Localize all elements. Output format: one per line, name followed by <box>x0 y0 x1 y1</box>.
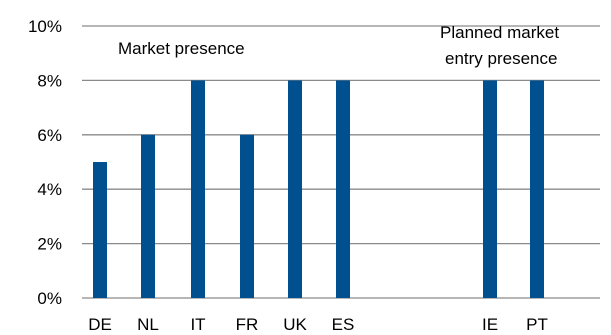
y-tick-label: 8% <box>37 71 62 90</box>
y-axis-ticks: 0% 2% 4% 6% 8% 10% <box>28 17 62 308</box>
y-tick-label: 6% <box>37 126 62 145</box>
x-tick-label-uk: UK <box>283 315 307 334</box>
y-tick-label: 0% <box>37 289 62 308</box>
bar-uk <box>288 80 302 299</box>
bar-de <box>93 162 107 298</box>
y-tick-label: 4% <box>37 180 62 199</box>
annotation-planned-line1: Planned market <box>440 23 559 42</box>
x-tick-label-de: DE <box>88 315 112 334</box>
x-tick-label-es: ES <box>332 315 355 334</box>
x-tick-label-fr: FR <box>236 315 259 334</box>
annotation-market-presence: Market presence <box>118 39 245 58</box>
bar-fr <box>240 134 254 298</box>
x-tick-label-nl: NL <box>137 315 159 334</box>
bar-it <box>191 80 205 299</box>
bar-es <box>336 80 350 299</box>
x-tick-label-pt: PT <box>526 315 548 334</box>
bar-nl <box>141 134 155 298</box>
bars <box>93 80 544 299</box>
x-axis-ticks: DE NL IT FR UK ES IE PT <box>88 315 548 334</box>
annotation-planned-line2: entry presence <box>445 49 557 68</box>
x-tick-label-ie: IE <box>482 315 498 334</box>
y-tick-label: 2% <box>37 235 62 254</box>
bar-ie <box>483 80 497 299</box>
x-tick-label-it: IT <box>190 315 205 334</box>
bar-pt <box>530 80 544 299</box>
y-tick-label: 10% <box>28 17 62 36</box>
